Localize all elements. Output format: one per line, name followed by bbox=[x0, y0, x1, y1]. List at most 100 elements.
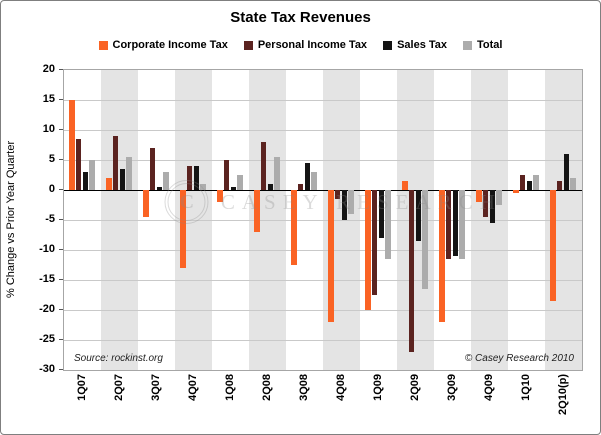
bar-sales-tax-2q08 bbox=[267, 184, 273, 190]
zero-axis-line bbox=[64, 190, 582, 191]
y-axis: 20 15 10 5 0 -5 -10 -15 -20 -25 -30 bbox=[25, 63, 63, 375]
legend-label: Corporate Income Tax bbox=[112, 39, 228, 51]
bar-personal-income-tax-3q08 bbox=[297, 184, 304, 190]
y-tick-label: -20 bbox=[39, 303, 55, 315]
y-tick-label: 0 bbox=[48, 183, 55, 195]
x-tick-label-4q08: 4Q08 bbox=[334, 374, 347, 401]
bar-sales-tax-1q10 bbox=[526, 181, 532, 190]
bar-sales-tax-2q07 bbox=[119, 169, 125, 190]
legend: Corporate Income Tax Personal Income Tax S… bbox=[1, 39, 600, 51]
y-tick-label: -15 bbox=[39, 273, 55, 285]
bar-corporate-income-tax-1q10 bbox=[513, 190, 519, 193]
gridline bbox=[64, 250, 582, 251]
bar-total-1q10 bbox=[533, 175, 539, 190]
bar-corporate-income-tax-4q07 bbox=[180, 190, 186, 268]
gridline bbox=[64, 100, 582, 101]
legend-item-corporate-income-tax: Corporate Income Tax bbox=[98, 39, 228, 51]
legend-item-total: Total bbox=[463, 39, 502, 51]
legend-label: Total bbox=[477, 39, 503, 51]
bar-personal-income-tax-1q09 bbox=[371, 190, 378, 295]
bar-total-4q07 bbox=[200, 184, 206, 190]
bar-personal-income-tax-1q10 bbox=[519, 175, 526, 190]
bar-corporate-income-tax-1q09 bbox=[365, 190, 371, 310]
y-tick-label: -25 bbox=[39, 333, 55, 345]
gridline bbox=[64, 310, 582, 311]
bar-sales-tax-1q09 bbox=[378, 190, 384, 238]
y-tick-mark bbox=[59, 189, 63, 190]
y-tick-mark bbox=[59, 159, 63, 160]
bar-corporate-income-tax-2q08 bbox=[254, 190, 260, 232]
legend-swatch-icon bbox=[243, 40, 253, 50]
chart-title: State Tax Revenues bbox=[230, 9, 371, 26]
bar-total-1q07 bbox=[89, 160, 95, 190]
x-tick-label-4q07: 4Q07 bbox=[186, 374, 199, 401]
bar-personal-income-tax-4q08 bbox=[334, 190, 341, 199]
bar-corporate-income-tax-3q08 bbox=[291, 190, 297, 265]
bar-total-2q08 bbox=[274, 157, 280, 190]
bar-sales-tax-3q09 bbox=[452, 190, 458, 256]
y-tick-mark bbox=[59, 129, 63, 130]
legend-swatch-icon bbox=[98, 40, 108, 50]
x-tick-label-2q10-p: 2Q10(p) bbox=[556, 374, 569, 415]
x-tick-label-2q09: 2Q09 bbox=[408, 374, 421, 401]
x-axis: 1Q07 2Q07 3Q07 4Q07 1Q08 2Q08 3Q08 4Q08 1Q09 2Q09… bbox=[63, 374, 581, 432]
bar-corporate-income-tax-2q10-p bbox=[550, 190, 556, 301]
bar-total-2q07 bbox=[126, 157, 132, 190]
x-tick-label-3q09: 3Q09 bbox=[445, 374, 458, 401]
bar-corporate-income-tax-4q08 bbox=[328, 190, 334, 322]
bar-total-4q08 bbox=[348, 190, 354, 214]
legend-item-personal-income-tax: Personal Income Tax bbox=[243, 39, 367, 51]
y-tick-label: 20 bbox=[42, 63, 55, 75]
x-tick-label-3q08: 3Q08 bbox=[297, 374, 310, 401]
bar-sales-tax-2q10-p bbox=[563, 154, 569, 190]
bar-total-3q08 bbox=[311, 172, 317, 190]
bar-personal-income-tax-3q07 bbox=[149, 148, 156, 190]
x-tick-label-1q10: 1Q10 bbox=[519, 374, 532, 401]
y-tick-label: 15 bbox=[42, 93, 55, 105]
bar-total-3q09 bbox=[459, 190, 465, 259]
bar-corporate-income-tax-2q09 bbox=[402, 181, 408, 190]
bar-sales-tax-3q07 bbox=[156, 187, 162, 190]
legend-label: Sales Tax bbox=[397, 39, 448, 51]
y-tick-label: 10 bbox=[42, 123, 55, 135]
y-tick-mark bbox=[59, 99, 63, 100]
bar-corporate-income-tax-4q09 bbox=[476, 190, 482, 202]
bar-personal-income-tax-2q08 bbox=[260, 142, 267, 190]
y-tick-label: 5 bbox=[48, 153, 55, 165]
y-tick-label: -30 bbox=[39, 363, 55, 375]
bar-sales-tax-2q09 bbox=[415, 190, 421, 241]
source-note: Source: rockinst.org bbox=[74, 353, 163, 364]
bar-corporate-income-tax-2q07 bbox=[106, 178, 112, 190]
bar-personal-income-tax-2q09 bbox=[408, 190, 415, 352]
gridline bbox=[64, 130, 582, 131]
bar-corporate-income-tax-1q08 bbox=[217, 190, 223, 202]
x-tick-label-4q09: 4Q09 bbox=[482, 374, 495, 401]
bar-sales-tax-3q08 bbox=[304, 163, 310, 190]
y-tick-mark bbox=[59, 279, 63, 280]
bar-total-1q08 bbox=[237, 175, 243, 190]
x-tick-label-1q09: 1Q09 bbox=[371, 374, 384, 401]
gridline bbox=[64, 160, 582, 161]
bar-corporate-income-tax-3q09 bbox=[439, 190, 445, 322]
bar-total-3q07 bbox=[163, 172, 169, 190]
y-tick-mark bbox=[59, 309, 63, 310]
bar-personal-income-tax-1q08 bbox=[223, 160, 230, 190]
bar-corporate-income-tax-1q07 bbox=[69, 100, 75, 190]
bar-personal-income-tax-4q07 bbox=[186, 166, 193, 190]
y-tick-label: -5 bbox=[45, 213, 55, 225]
legend-item-sales-tax: Sales Tax bbox=[383, 39, 447, 51]
x-tick-label-2q07: 2Q07 bbox=[112, 374, 125, 401]
legend-swatch-icon bbox=[463, 40, 473, 50]
x-tick-label-1q07: 1Q07 bbox=[75, 374, 88, 401]
copyright-note: © Casey Research 2010 bbox=[464, 353, 574, 364]
bar-sales-tax-1q07 bbox=[82, 172, 88, 190]
plot-area: C CASEY RESEARCH Source: rockinst.org © … bbox=[63, 69, 583, 371]
legend-swatch-icon bbox=[383, 40, 393, 50]
bar-personal-income-tax-2q07 bbox=[112, 136, 119, 190]
gridline bbox=[64, 340, 582, 341]
y-tick-mark bbox=[59, 339, 63, 340]
bar-sales-tax-1q08 bbox=[230, 187, 236, 190]
bar-sales-tax-4q08 bbox=[341, 190, 347, 220]
bar-sales-tax-4q09 bbox=[489, 190, 495, 223]
x-tick-label-3q07: 3Q07 bbox=[149, 374, 162, 401]
